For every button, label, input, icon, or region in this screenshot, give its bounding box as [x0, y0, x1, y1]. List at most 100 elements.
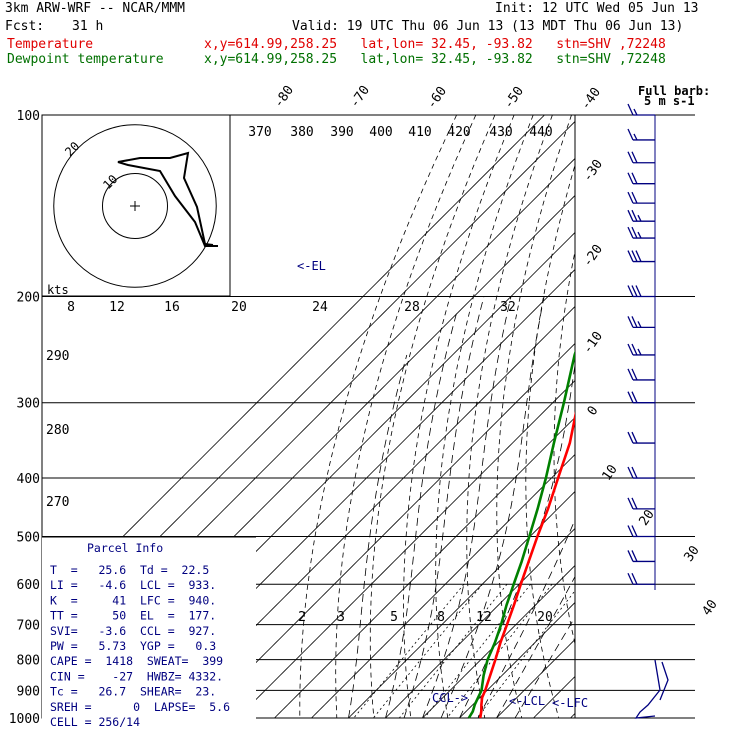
- wind-barb-flag: [631, 209, 638, 222]
- wind-barb: [627, 316, 655, 329]
- wind-barb-cluster: [659, 661, 669, 701]
- isotherm-label: -20: [580, 242, 606, 270]
- parcel-info-title: Parcel Info: [87, 541, 163, 555]
- wind-barb-flag: [631, 550, 638, 562]
- valid-time: Valid: 19 UTC Thu 06 Jun 13 (13 MDT Thu …: [292, 19, 684, 34]
- wind-barb-flag: [627, 391, 634, 403]
- theta-label: 400: [369, 125, 392, 140]
- parcel-info-line: SREH = 0 LAPSE= 5.6: [50, 700, 230, 714]
- barb-note: 5 m s-1: [644, 94, 695, 108]
- pressure-label: 100: [17, 109, 40, 124]
- wind-barb-flag: [633, 108, 638, 116]
- wind-barb-flag: [627, 343, 634, 356]
- wind-barb-flag: [627, 128, 634, 141]
- isotherm-line: [311, 453, 575, 719]
- hodo-speed-label: 32: [500, 300, 516, 315]
- wind-barb: [627, 151, 655, 164]
- isotherm-label: -50: [501, 84, 527, 112]
- parcel-info-line: CIN = -27 HWBZ= 4332.: [50, 669, 223, 683]
- wind-barb-flag: [631, 525, 638, 537]
- dry-adiabat-line: [581, 115, 632, 718]
- isotherm-label: -80: [271, 83, 297, 111]
- isotherm-line: [385, 527, 575, 719]
- temperature-legend: Temperature: [7, 37, 94, 52]
- isotherm-line: [200, 342, 575, 719]
- isotherm-line: [422, 564, 575, 719]
- theta-label: 380: [290, 125, 313, 140]
- parcel-info-line: K = 41 LFC = 940.: [50, 593, 216, 607]
- isotherm-label: 10: [599, 462, 620, 483]
- wind-barb-flag: [627, 466, 634, 479]
- hodograph-trace: [117, 151, 218, 247]
- mixing-ratio-label: 20: [537, 610, 553, 625]
- parcel-info-bg: [42, 537, 256, 728]
- hodograph-ring-20: [53, 124, 217, 288]
- wind-barb: [627, 103, 655, 116]
- pressure-label: 800: [17, 654, 40, 669]
- wind-barb: [627, 466, 655, 479]
- wind-barb: [627, 226, 655, 239]
- moist-adiabat-line: [422, 296, 512, 719]
- wind-barb-flag: [627, 172, 634, 184]
- init-time: Init: 12 UTC Wed 05 Jun 13: [495, 1, 699, 16]
- isotherm-label: -10: [580, 329, 606, 357]
- parcel-info-line: T = 25.6 Td = 22.5: [50, 563, 209, 577]
- pressure-label: 400: [17, 472, 40, 487]
- isotherm-label: 20: [636, 507, 657, 528]
- wind-barb-flag: [627, 209, 634, 222]
- dry-adiabat-line: [683, 115, 740, 718]
- wind-barb-flag: [627, 226, 634, 239]
- hodo-speed-label: 24: [312, 300, 328, 315]
- isotherm-label: -60: [424, 84, 450, 112]
- dry-adiabat-line: [553, 249, 575, 646]
- parcel-info-line: TT = 50 EL = 177.: [50, 609, 216, 623]
- isotherm-line: [459, 601, 575, 719]
- pressure-label: 600: [17, 578, 40, 593]
- dewpoint-legend: Dewpoint temperature: [7, 52, 164, 67]
- dry-adiabat-line: [435, 115, 534, 719]
- wind-barb: [627, 128, 655, 141]
- isotherm-label: -70: [347, 83, 373, 111]
- isotherm-line: [274, 416, 575, 719]
- parcel-info-line: SVI= -3.6 CCL = 927.: [50, 624, 216, 638]
- wind-barb-flag: [631, 191, 638, 204]
- pressure-label: 200: [17, 291, 40, 306]
- dry-adiabat-line: [403, 115, 515, 719]
- wind-barbs: [627, 103, 669, 719]
- wind-barb-flag: [631, 497, 638, 510]
- theta-label: 290: [46, 349, 69, 364]
- mixing-ratio-label: 12: [476, 610, 492, 625]
- wind-barb: [627, 391, 655, 404]
- pressure-label: 1000: [9, 712, 40, 727]
- theta-label: 270: [46, 495, 69, 510]
- wind-barb: [627, 431, 655, 444]
- wind-barb-flag: [631, 343, 638, 356]
- isotherm-line: [348, 490, 575, 719]
- wind-barb-flag: [627, 151, 634, 164]
- wind-barb-flag: [637, 214, 642, 222]
- wind-barb-flag: [627, 250, 634, 262]
- isotherm-line: [237, 379, 575, 719]
- wind-barb: [627, 525, 655, 538]
- ccl-marker: CCL->: [432, 691, 468, 705]
- wind-barb-flag: [631, 172, 638, 184]
- temperature-location: x,y=614.99,258.25 lat,lon= 32.45, -93.82…: [204, 37, 666, 52]
- hodo-speed-label: 16: [164, 300, 180, 315]
- parcel-info-line: LI = -4.6 LCL = 933.: [50, 578, 216, 592]
- wind-barb-flag: [631, 391, 638, 403]
- wind-barb: [627, 497, 655, 510]
- wind-barb-flag: [627, 525, 634, 537]
- pressure-label: 900: [17, 684, 40, 699]
- moist-adiabat-line: [440, 296, 545, 719]
- wind-barb: [627, 209, 655, 222]
- theta-label: 410: [408, 125, 431, 140]
- pressure-label: 700: [17, 619, 40, 634]
- hodograph-ring-10: [102, 173, 168, 239]
- dry-adiabat-line: [335, 115, 477, 719]
- model-title: 3km ARW-WRF -- NCAR/MMM: [5, 1, 186, 16]
- isotherm-label: -40: [578, 85, 604, 113]
- parcel-info-line: CELL = 256/14: [50, 715, 140, 729]
- mixing-ratio-label: 2: [298, 610, 306, 625]
